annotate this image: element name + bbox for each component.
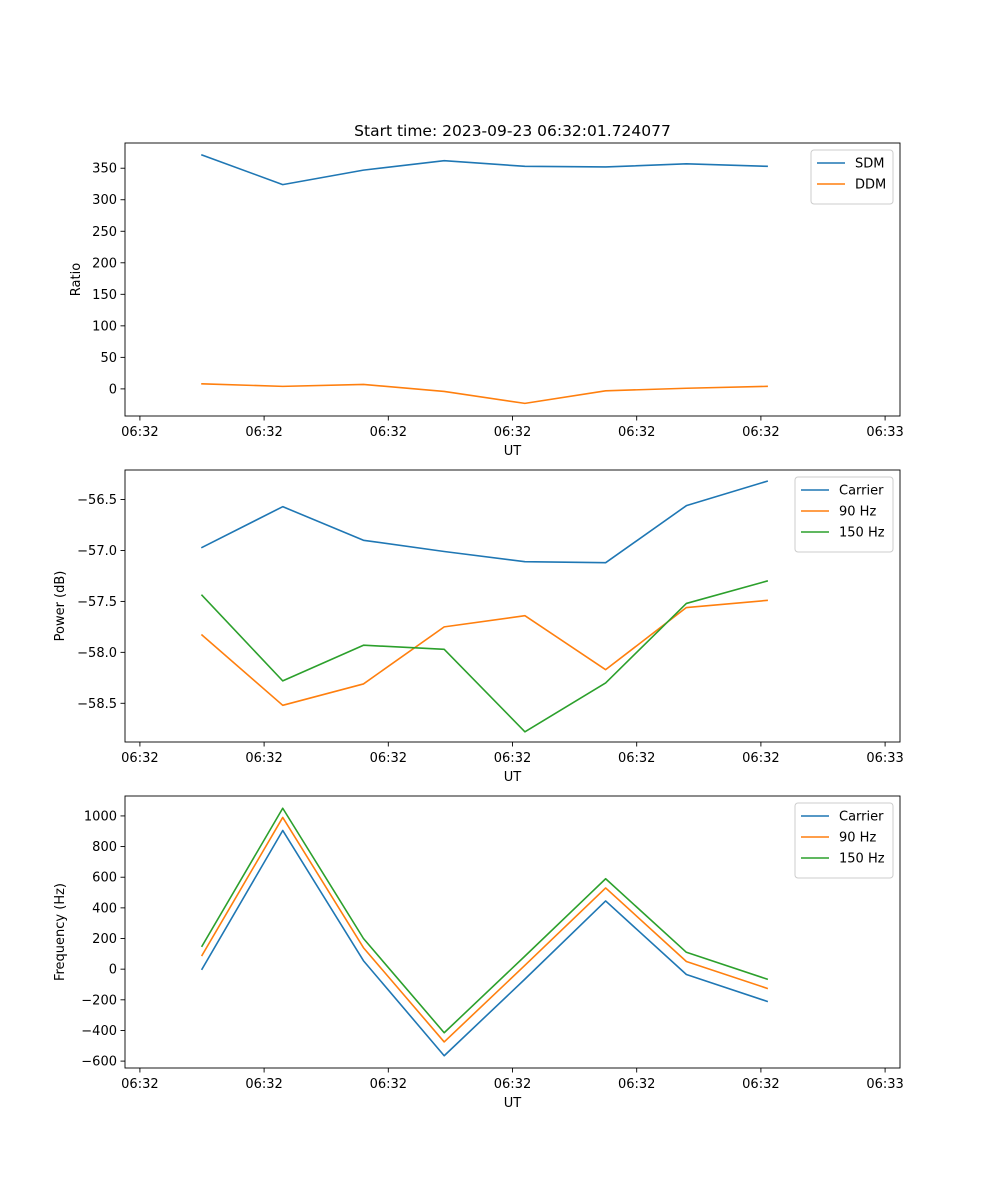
series-line-carrier xyxy=(200,480,769,564)
y-tick-label: −600 xyxy=(81,1055,117,1070)
x-tick-label: 06:32 xyxy=(370,751,407,766)
x-axis-label: UT xyxy=(504,444,522,459)
x-tick-label: 06:32 xyxy=(121,425,158,440)
legend-box xyxy=(794,802,894,879)
x-axis-label: UT xyxy=(504,770,522,785)
y-tick-label: 800 xyxy=(92,840,117,855)
y-tick-label: 150 xyxy=(92,288,117,303)
x-tick-label: 06:32 xyxy=(494,751,531,766)
x-axis-label: UT xyxy=(504,1096,522,1111)
y-tick-label: −58.0 xyxy=(77,646,117,661)
y-axis-label: Power (dB) xyxy=(53,571,68,642)
x-tick-label: 06:32 xyxy=(494,425,531,440)
axes-frame xyxy=(124,142,901,417)
x-tick-label: 06:32 xyxy=(370,425,407,440)
y-tick-label: 100 xyxy=(92,319,117,334)
y-tick-label: 200 xyxy=(92,932,117,947)
x-tick-label: 06:32 xyxy=(245,751,282,766)
y-tick-label: 400 xyxy=(92,901,117,916)
series-line-90-hz xyxy=(200,599,768,707)
legend-label: DDM xyxy=(855,178,886,193)
y-tick-label: −57.5 xyxy=(77,595,117,610)
subplot-2: 06:32 06:32 06:32 06:32 06:32 06:32 06:33 UT −58… xyxy=(53,469,904,785)
chart-title: Start time: 2023-09-23 06:32:01.724077 xyxy=(354,122,671,140)
x-tick-label: 06:32 xyxy=(370,1077,407,1092)
legend: SDM DDM xyxy=(810,149,894,205)
series-line-150-hz xyxy=(200,580,769,733)
y-axis-label: Frequency (Hz) xyxy=(53,883,68,981)
y-tick-label: −58.5 xyxy=(77,697,117,712)
y-tick-label: 1000 xyxy=(84,809,117,824)
legend-label: Carrier xyxy=(839,810,884,825)
series-line-carrier xyxy=(200,829,769,1057)
subplot-1: Start time: 2023-09-23 06:32:01.724077 06… xyxy=(69,122,904,459)
y-tick-label: 0 xyxy=(109,963,117,978)
y-tick-label: 200 xyxy=(92,256,117,271)
x-tick-label: 06:32 xyxy=(494,1077,531,1092)
legend-label: Carrier xyxy=(839,484,884,499)
y-tick-label: 0 xyxy=(109,382,117,397)
y-tick-label: 600 xyxy=(92,871,117,886)
y-tick-label: −400 xyxy=(81,1024,117,1039)
x-tick-label: 06:33 xyxy=(866,751,903,766)
y-tick-label: −57.0 xyxy=(77,544,117,559)
x-tick-label: 06:32 xyxy=(742,425,779,440)
legend-label: 90 Hz xyxy=(839,505,876,520)
subplot-3: 06:32 06:32 06:32 06:32 06:32 06:32 06:33 UT −60… xyxy=(53,795,904,1111)
series-line-90-hz xyxy=(200,816,769,1043)
x-tick-label: 06:32 xyxy=(245,1077,282,1092)
legend-label: 150 Hz xyxy=(839,526,885,541)
x-tick-label: 06:32 xyxy=(742,751,779,766)
y-tick-label: 300 xyxy=(92,193,117,208)
y-tick-label: −200 xyxy=(81,993,117,1008)
x-tick-label: 06:33 xyxy=(866,1077,903,1092)
legend-label: 90 Hz xyxy=(839,831,876,846)
legend: Carrier 90 Hz 150 Hz xyxy=(794,802,894,879)
legend-label: 150 Hz xyxy=(839,852,885,867)
x-tick-label: 06:32 xyxy=(618,1077,655,1092)
axes-frame xyxy=(124,469,901,743)
y-tick-label: −56.5 xyxy=(77,493,117,508)
legend-box xyxy=(794,476,894,553)
series-line-sdm xyxy=(200,153,768,186)
y-tick-label: 250 xyxy=(92,225,117,240)
y-tick-label: 50 xyxy=(100,351,117,366)
y-axis-label: Ratio xyxy=(69,263,84,296)
x-tick-label: 06:32 xyxy=(742,1077,779,1092)
x-tick-label: 06:32 xyxy=(618,751,655,766)
x-tick-label: 06:32 xyxy=(121,751,158,766)
x-tick-label: 06:33 xyxy=(866,425,903,440)
legend: Carrier 90 Hz 150 Hz xyxy=(794,476,894,553)
x-tick-label: 06:32 xyxy=(121,1077,158,1092)
y-tick-label: 350 xyxy=(92,162,117,177)
legend-label: SDM xyxy=(855,157,884,172)
series-line-ddm xyxy=(201,383,768,405)
x-tick-label: 06:32 xyxy=(618,425,655,440)
x-tick-label: 06:32 xyxy=(245,425,282,440)
series-line-150-hz xyxy=(200,807,769,1034)
axes-frame xyxy=(124,795,901,1069)
